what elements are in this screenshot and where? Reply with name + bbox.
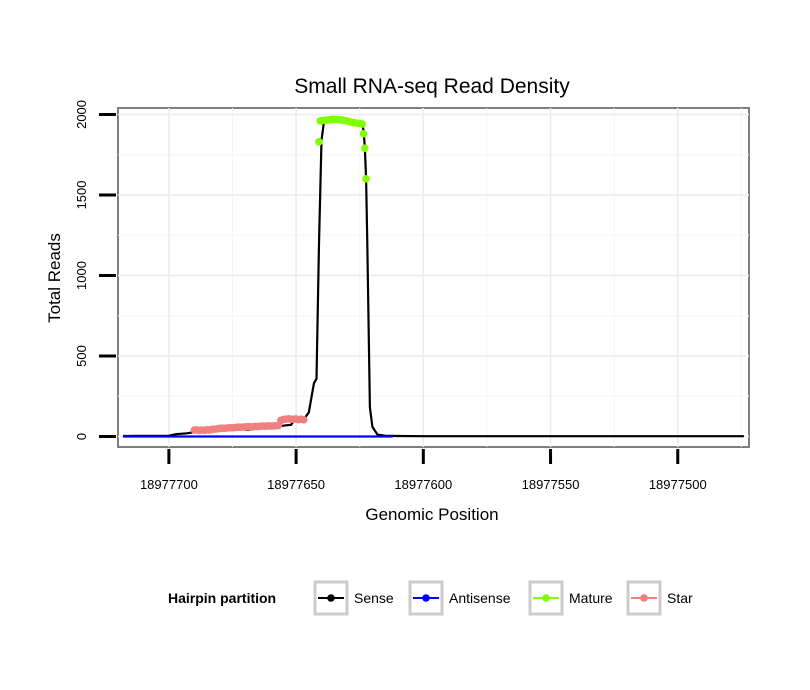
legend-key-point-sense bbox=[327, 594, 335, 602]
legend-key-point-star bbox=[640, 594, 648, 602]
y-tick-label: 0 bbox=[74, 433, 89, 440]
legend: Hairpin partition Sense Antisense Mature St… bbox=[168, 580, 693, 616]
plot-panel bbox=[117, 107, 750, 448]
legend-key-point-mature bbox=[542, 594, 550, 602]
grid-major bbox=[118, 108, 749, 447]
data-point-mature bbox=[358, 120, 367, 128]
y-tick-label: 500 bbox=[74, 345, 89, 367]
y-axis: 0 500 1000 1500 2000 bbox=[74, 100, 116, 440]
legend-label-antisense: Antisense bbox=[449, 590, 511, 606]
x-tick-label: 18977550 bbox=[522, 477, 580, 492]
x-tick-label: 18977700 bbox=[140, 477, 198, 492]
chart-title: Small RNA-seq Read Density bbox=[294, 75, 570, 98]
x-tick-label: 18977650 bbox=[267, 477, 325, 492]
y-tick-label: 1500 bbox=[74, 181, 89, 210]
legend-item-star: Star bbox=[626, 580, 693, 616]
series-layer bbox=[123, 115, 744, 438]
x-axis: 18977700 18977650 18977600 18977550 18977500 bbox=[140, 449, 707, 492]
legend-label-star: Star bbox=[667, 590, 693, 606]
legend-item-mature: Mature bbox=[528, 580, 613, 616]
grid-minor bbox=[118, 108, 749, 447]
data-point-star bbox=[299, 415, 308, 424]
legend-label-mature: Mature bbox=[569, 590, 613, 606]
data-point-mature bbox=[359, 129, 368, 138]
legend-key-point-antisense bbox=[422, 594, 430, 602]
data-point-mature bbox=[315, 138, 323, 146]
legend-item-sense: Sense bbox=[313, 580, 394, 616]
x-tick-label: 18977600 bbox=[394, 477, 452, 492]
y-tick-label: 2000 bbox=[74, 100, 89, 129]
y-axis-title: Total Reads bbox=[45, 233, 64, 323]
x-tick-label: 18977500 bbox=[649, 477, 707, 492]
legend-item-antisense: Antisense bbox=[408, 580, 511, 616]
legend-title: Hairpin partition bbox=[168, 590, 276, 606]
y-tick-label: 1000 bbox=[74, 261, 89, 290]
data-point-mature bbox=[361, 144, 369, 153]
data-point-mature bbox=[362, 175, 370, 183]
legend-label-sense: Sense bbox=[354, 590, 394, 606]
x-axis-title: Genomic Position bbox=[365, 505, 498, 524]
